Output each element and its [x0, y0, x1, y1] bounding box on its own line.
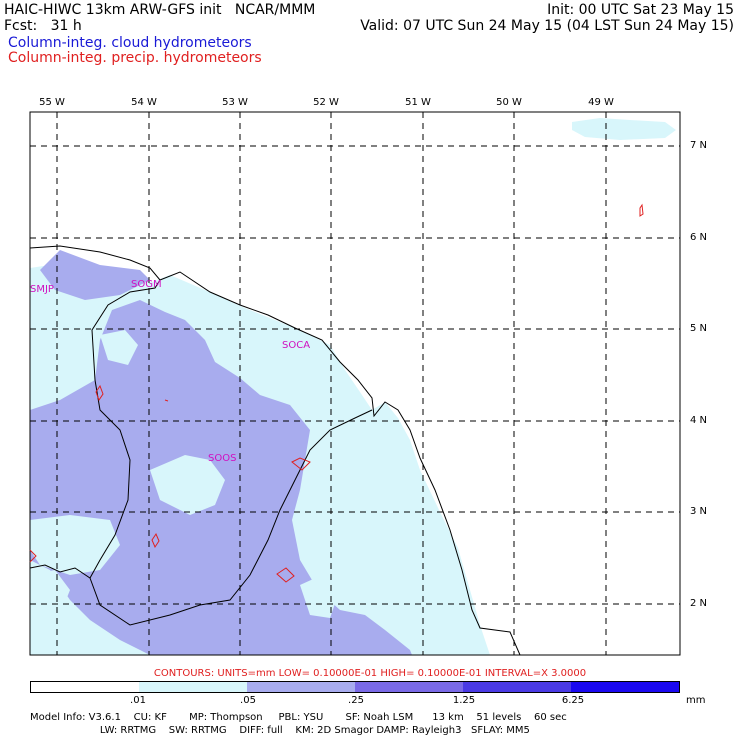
lat-label: 3 N [690, 506, 708, 517]
map-frame [29, 111, 681, 656]
valid-time: Valid: 07 UTC Sun 24 May 15 (04 LST Sun … [360, 18, 734, 34]
lat-label: 7 N [690, 140, 708, 151]
station-label: SOOS [208, 453, 237, 464]
lon-label: 53 W [222, 97, 248, 108]
color-bar-level [463, 682, 571, 692]
legend-precip: Column-integ. precip. hydrometeors [8, 50, 262, 66]
model-title: HAIC-HIWC 13km ARW-GFS init NCAR/MMM [4, 2, 316, 18]
color-bar-level [355, 682, 463, 692]
color-bar-level [247, 682, 355, 692]
lon-label: 49 W [588, 97, 614, 108]
contours-info: CONTOURS: UNITS=mm LOW= 0.10000E-01 HIGH… [153, 668, 587, 679]
station-label: SOCA [282, 340, 311, 351]
lat-label: 4 N [690, 415, 708, 426]
init-time: Init: 00 UTC Sat 23 May 15 [547, 2, 734, 18]
station-label: SMJP [30, 284, 54, 295]
colorbar-tick: .25 [348, 695, 364, 706]
lat-label: 6 N [690, 232, 708, 243]
lon-label: 55 W [39, 97, 65, 108]
border-west [30, 279, 161, 579]
forecast-hour: Fcst: 31 h [4, 18, 82, 34]
colorbar-tick: 1.25 [452, 695, 476, 706]
model-info-line1: Model Info: V3.6.1 CU: KF MP: Thompson P… [30, 712, 567, 723]
coastline [30, 245, 521, 655]
colorbar-units: mm [686, 695, 706, 706]
lat-label: 2 N [690, 598, 708, 609]
lon-label: 52 W [313, 97, 339, 108]
lat-label: 5 N [690, 323, 708, 334]
color-bar [30, 681, 680, 693]
lon-label: 54 W [131, 97, 157, 108]
legend-cloud: Column-integ. cloud hydrometeors [8, 35, 252, 51]
border-east [89, 409, 373, 626]
model-info-line2: LW: RRTMG SW: RRTMG DIFF: full KM: 2D Sm… [30, 725, 530, 736]
color-bar-level [571, 682, 679, 692]
lon-label: 50 W [496, 97, 522, 108]
station-label: SOGM [131, 279, 162, 290]
cloud-patch-north [572, 118, 676, 140]
colorbar-tick: .01 [130, 695, 146, 706]
cloud-field-medium-2 [40, 250, 150, 300]
color-bar-level [31, 682, 139, 692]
color-bar-level [139, 682, 247, 692]
colorbar-tick: 6.25 [561, 695, 585, 706]
colorbar-tick: .05 [240, 695, 256, 706]
lon-label: 51 W [405, 97, 431, 108]
